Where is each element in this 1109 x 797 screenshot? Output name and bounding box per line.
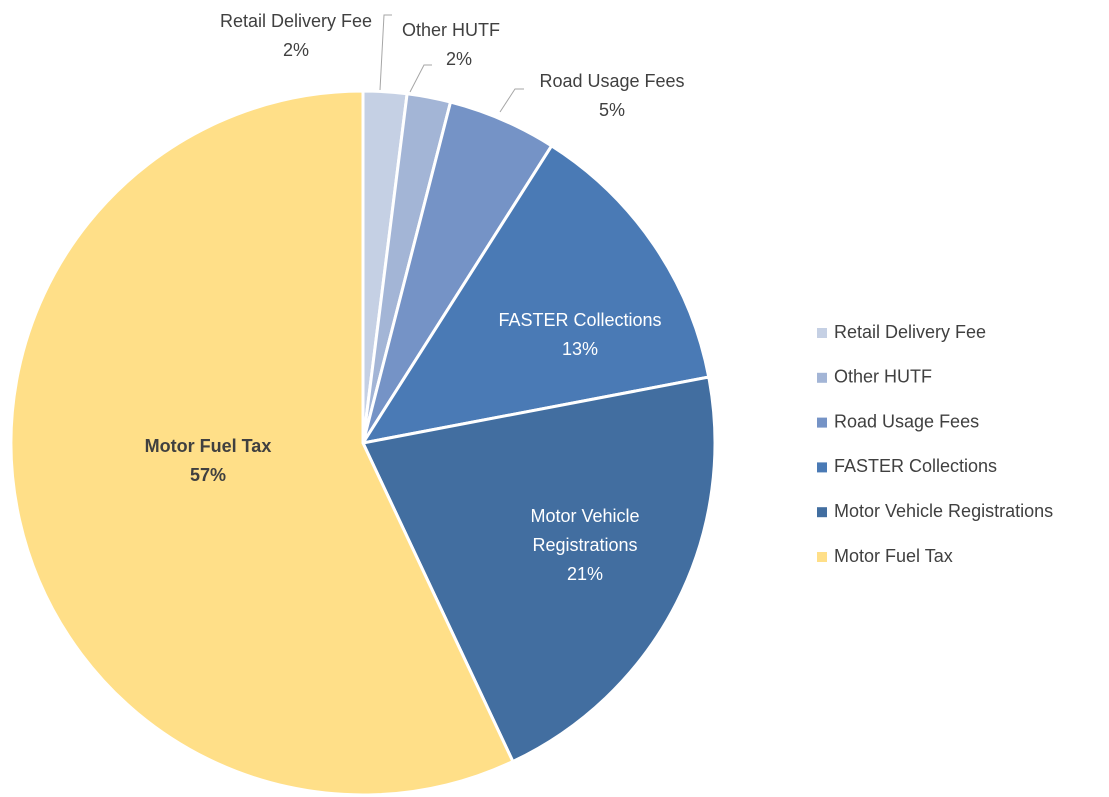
leader-line xyxy=(379,14,392,91)
legend-swatch xyxy=(817,552,827,562)
data-label-name: Retail Delivery Fee xyxy=(220,11,372,31)
data-label-box: Motor Fuel Tax 57% xyxy=(108,401,308,521)
legend-label: FASTER Collections xyxy=(834,456,997,476)
data-label-text: Motor Vehicle Registrations xyxy=(530,505,640,555)
legend-label: Other HUTF xyxy=(834,367,932,387)
data-label-name: Road Usage Fees xyxy=(539,71,684,91)
legend-swatch xyxy=(817,372,827,383)
data-label: Motor Vehicle Registrations 21% xyxy=(495,485,675,605)
data-label-text: FASTER Collections xyxy=(498,310,662,330)
data-label-value: 2% xyxy=(446,49,472,69)
pie-slice xyxy=(9,89,515,797)
data-label-value: 2% xyxy=(283,40,309,60)
data-label-name: Other HUTF xyxy=(402,20,500,40)
legend-label: Retail Delivery Fee xyxy=(834,322,986,342)
data-label-text: Motor Fuel Tax xyxy=(144,436,272,456)
leader-line xyxy=(409,64,432,93)
legend-swatch xyxy=(817,462,827,473)
pie-slice xyxy=(359,143,711,446)
data-label: FASTER Collections 13% xyxy=(480,275,680,395)
data-label: Motor Fuel Tax 57% xyxy=(108,401,308,521)
data-label-value: 5% xyxy=(599,100,625,120)
legend-label: Road Usage Fees xyxy=(834,411,979,431)
legend-swatch xyxy=(817,507,827,518)
data-label-text: 21% xyxy=(566,563,604,584)
data-label-box: Motor Vehicle Registrations 21% xyxy=(495,485,675,605)
data-label-box: FASTER Collections 13% xyxy=(480,275,680,395)
legend-label: Motor Fuel Tax xyxy=(834,546,953,566)
legend-swatch xyxy=(817,328,827,338)
leader-line xyxy=(499,88,524,113)
pie-slice xyxy=(360,375,717,764)
legend-swatch xyxy=(817,417,827,428)
data-label-text: 13% xyxy=(561,339,599,359)
data-label-text: 57% xyxy=(189,465,227,485)
legend-label: Motor Vehicle Registrations xyxy=(834,501,1053,521)
